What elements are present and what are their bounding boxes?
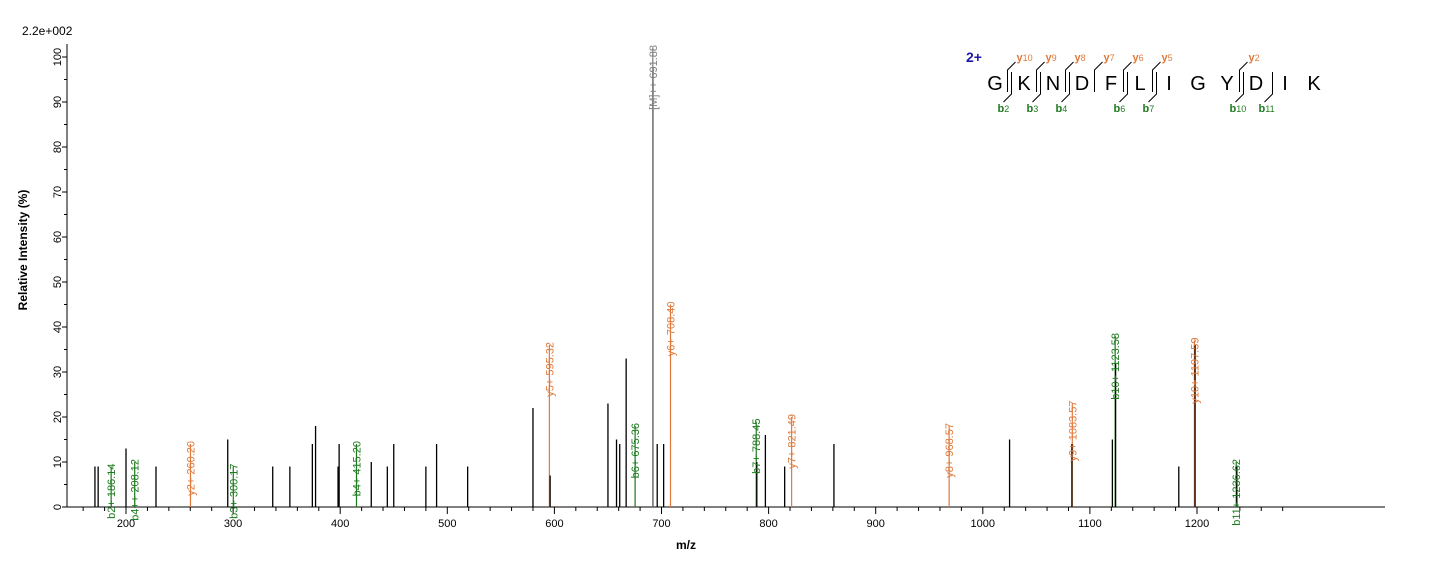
b-ion-bracket [1003, 72, 1012, 103]
peak-label: y5+ 595.32 [544, 342, 556, 397]
y-ion-label: y8 [1075, 52, 1086, 64]
x-tick-label: 800 [759, 518, 777, 530]
b-ion-bracket [1119, 72, 1128, 103]
y-ticks: 0 10 20 30 40 50 60 70 80 90 100 [52, 48, 67, 510]
peak-labels: b2+ 186.14 b4++ 208.12 y2+ 260.20 b3+ 300.1… [106, 45, 1243, 526]
x-tick-label: 600 [545, 518, 563, 530]
y-ion-bracket [1036, 61, 1045, 92]
peak-label: y6+ 708.40 [665, 302, 677, 357]
peak-label: y7+ 821.49 [787, 414, 799, 469]
b-ion-label: b4 [1056, 103, 1068, 115]
y-tick-label: 10 [52, 456, 64, 468]
b-ion-label: b2 [998, 103, 1010, 115]
y-ion-label: y9 [1046, 52, 1057, 64]
b-ion-bracket [1061, 72, 1070, 103]
y-tick-label: 40 [52, 321, 64, 333]
y-tick-label: 100 [52, 48, 64, 66]
y-ion-bracket [1152, 61, 1161, 92]
y-tick-label: 30 [52, 366, 64, 378]
y-tick-label: 80 [52, 141, 64, 153]
sequence-residue: G [987, 73, 1003, 95]
peak-label: b2+ 186.14 [106, 464, 118, 519]
sequence-residue: K [1017, 73, 1031, 95]
charge-state: 2+ [966, 49, 982, 65]
y-ion-bracket [1007, 61, 1016, 92]
b-ion-bracket [1235, 72, 1244, 103]
y-tick-label: 50 [52, 276, 64, 288]
intensity-scale-label: 2.2e+002 [22, 24, 73, 38]
peak-label: b4+ 415.20 [351, 441, 363, 496]
b-ion-bracket [1264, 72, 1273, 103]
y-ion-bracket [1239, 61, 1248, 92]
b-ion-bracket [1148, 72, 1157, 103]
peaks [94, 48, 1238, 507]
b-ion-label: b11 [1259, 103, 1275, 115]
b-ion-label: b3 [1027, 103, 1039, 115]
y-axis-label: Relative Intensity (%) [16, 190, 30, 311]
x-tick-label: 500 [438, 518, 456, 530]
peak-label: b4++ 208.12 [130, 459, 142, 521]
peak-label: y9+ 1083.57 [1067, 401, 1079, 462]
peak-label: b11+ 1236.62 [1231, 459, 1243, 526]
y-ion-label: y10 [1017, 52, 1033, 64]
peak-label: [M]++ 691.88 [648, 45, 660, 110]
peak-label: b3+ 300.17 [228, 464, 240, 519]
x-tick-label: 300 [224, 518, 242, 530]
x-tick-label: 400 [331, 518, 349, 530]
peak-label: y10+ 1197.59 [1189, 338, 1201, 404]
peak-label: b6+ 675.36 [630, 423, 642, 478]
sequence-residue: Y [1220, 73, 1233, 95]
sequence-residue: I [1282, 73, 1288, 95]
y-ion-label: y7 [1104, 52, 1115, 64]
sequence-residue: I [1166, 73, 1172, 95]
x-tick-label: 700 [652, 518, 670, 530]
peak-label: y8+ 968.57 [944, 423, 956, 478]
b-ion-label: b10 [1230, 103, 1247, 115]
y-tick-label: 20 [52, 411, 64, 423]
y-tick-label: 0 [52, 504, 64, 510]
b-ion-label: b7 [1143, 103, 1155, 115]
y-tick-label: 90 [52, 96, 64, 108]
y-ion-bracket [1123, 61, 1132, 92]
sequence-residue: L [1134, 73, 1145, 95]
b-ion-bracket [1032, 72, 1041, 103]
x-axis-label: m/z [676, 538, 696, 552]
y-ion-label: y6 [1133, 52, 1144, 64]
sequence-residue: N [1046, 73, 1060, 95]
x-tick-label: 1200 [1185, 518, 1209, 530]
sequence-residue: D [1249, 73, 1263, 95]
sequence-residue: F [1105, 73, 1117, 95]
x-tick-label: 900 [867, 518, 885, 530]
y-ion-bracket [1094, 61, 1103, 92]
b-ion-label: b6 [1114, 103, 1126, 115]
sequence-residue: D [1075, 73, 1089, 95]
x-tick-label: 1000 [971, 518, 995, 530]
x-tick-label: 1100 [1078, 518, 1102, 530]
y-ion-label: y2 [1249, 52, 1260, 64]
sequence-residue: K [1307, 73, 1321, 95]
x-ticks: 200 300 400 500 600 700 800 900 1000 1100 1200 [82, 507, 1284, 530]
peak-label: b10+ 1123.58 [1110, 333, 1122, 400]
y-tick-label: 70 [52, 186, 64, 198]
peak-label: b7+ 788.45 [751, 419, 763, 474]
x-tick-label: 200 [117, 518, 135, 530]
peak-label: y2+ 260.20 [185, 441, 197, 496]
sequence-residue: G [1190, 73, 1206, 95]
y-ion-bracket [1065, 61, 1074, 92]
y-ion-label: y5 [1162, 52, 1173, 64]
y-tick-label: 60 [52, 231, 64, 243]
